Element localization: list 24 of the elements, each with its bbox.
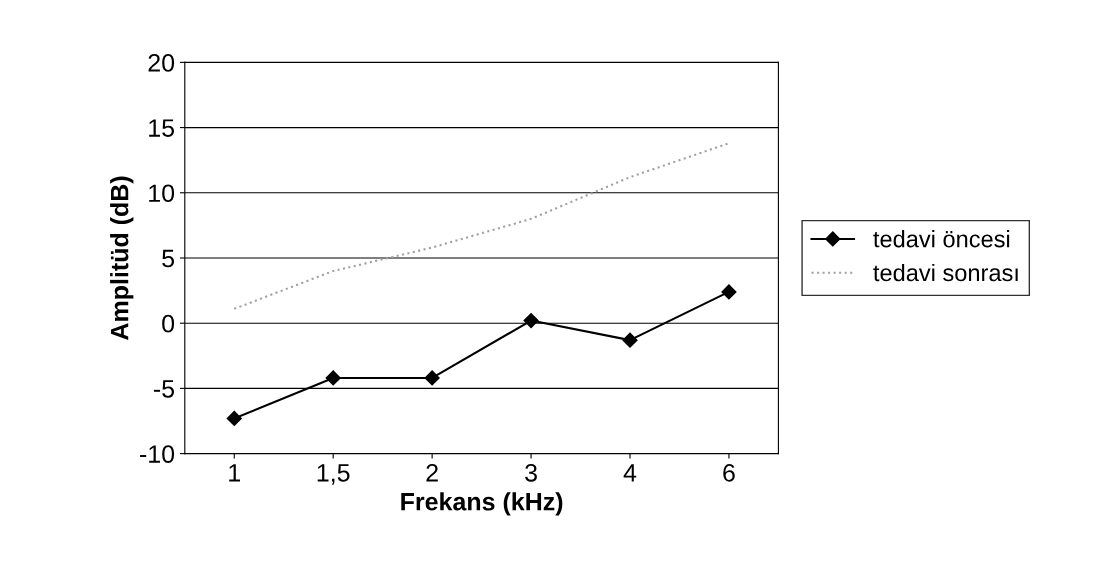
- legend-label: tedavi sonrası: [873, 263, 1018, 282]
- x-tick-label: 1: [229, 464, 240, 482]
- legend-label: tedavi öncesi: [873, 230, 1010, 248]
- point: [721, 284, 737, 300]
- x-tick-label: 4: [623, 464, 637, 482]
- y-tick-label: -5: [153, 380, 175, 398]
- x-tick-label: 3: [525, 463, 537, 482]
- x-tick-label: 1,5: [317, 464, 350, 485]
- y-tick-label: 20: [148, 53, 175, 72]
- line-series: [233, 142, 730, 310]
- point: [622, 332, 638, 348]
- x-tick-label: 6: [723, 463, 735, 482]
- y-tick-label: 15: [149, 119, 175, 137]
- y-tick-label: 0: [162, 314, 175, 333]
- y-axis-title: Amplitüd (dB): [110, 176, 134, 340]
- y-tick-label: 10: [149, 184, 175, 203]
- y-tick-label: 5: [162, 249, 175, 268]
- point: [226, 410, 242, 426]
- point: [325, 370, 341, 386]
- point: [424, 370, 440, 386]
- x-axis-title: Frekans (kHz): [401, 492, 563, 516]
- point: [523, 313, 539, 329]
- x-tick-label: 2: [426, 463, 438, 482]
- y-tick-label: -10: [140, 445, 175, 463]
